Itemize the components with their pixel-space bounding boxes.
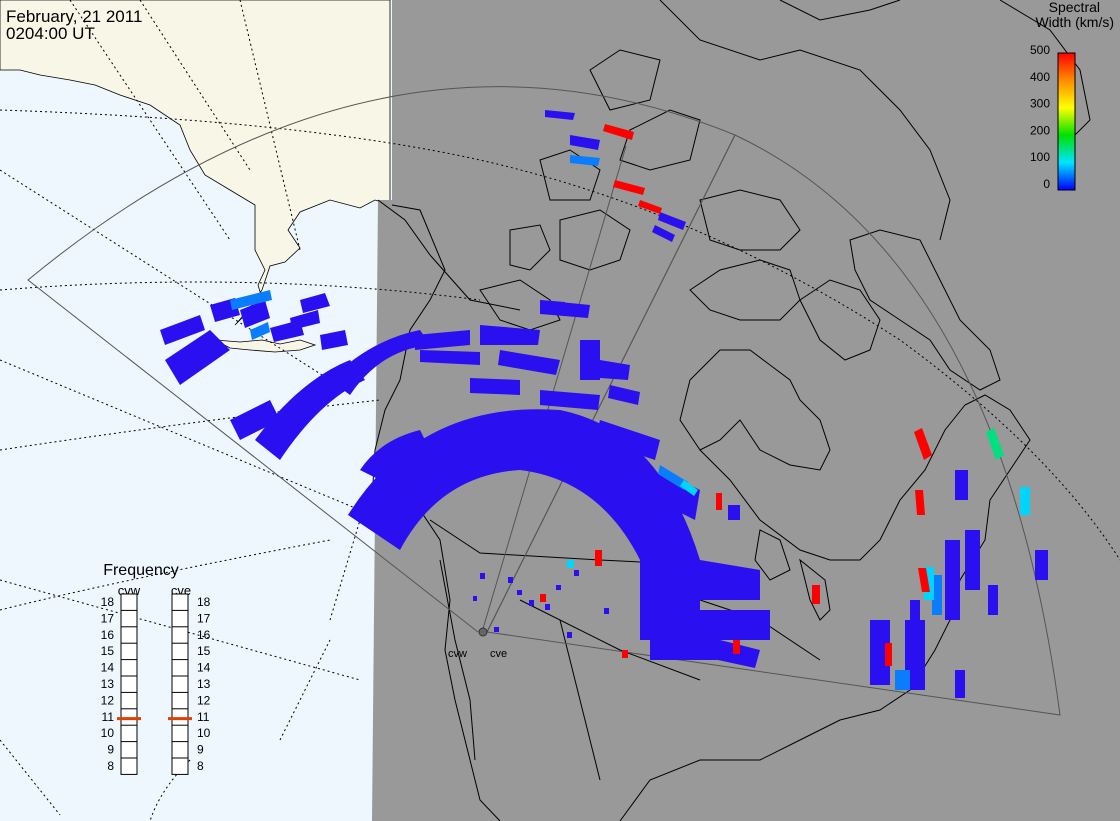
frequency-bar	[120, 593, 138, 775]
near-range-echoes	[473, 570, 609, 638]
alaska-land	[0, 0, 391, 326]
radar-fov	[27, 86, 1061, 716]
colorbar-tick-label: 200	[1030, 123, 1050, 137]
frequency-tick-label: 13	[197, 677, 211, 691]
frequency-tick-label: 15	[197, 644, 211, 658]
frequency-tick-label: 12	[197, 693, 211, 707]
time-label: 0204:00 UT	[6, 24, 95, 43]
frequency-tick-label: 8	[197, 759, 204, 773]
radar-label-cve: cve	[490, 648, 507, 660]
frequency-tick-label: 9	[107, 743, 114, 757]
frequency-tick-label: 9	[197, 743, 204, 757]
scatter-echoes	[160, 110, 1048, 698]
radar-site-marker	[478, 627, 488, 637]
colorbar-legend: Spectral Width (km/s) 500 400 300 200 100 0	[1030, 0, 1114, 191]
coastlines	[371, 0, 1091, 821]
frequency-tick-label: 11	[102, 710, 115, 724]
colorbar-ticks: 500 400 300 200 100 0	[1030, 43, 1050, 191]
frequency-tick-label: 14	[101, 661, 115, 675]
frequency-tick-label: 10	[101, 726, 115, 740]
frequency-tick-label: 8	[107, 759, 114, 773]
frequency-tick-label: 13	[101, 677, 115, 691]
frequency-tick-label: 16	[101, 628, 115, 642]
colorbar-tick-label: 0	[1043, 177, 1050, 191]
scatter-echoes-green	[986, 428, 1004, 460]
colorbar-tick-label: 100	[1030, 150, 1050, 164]
colorbar-tick-label: 300	[1030, 97, 1050, 111]
radar-label-cvw: cvw	[448, 648, 467, 660]
frequency-tick-label: 12	[101, 693, 115, 707]
frequency-panel: Frequency cvw cve 1817161514131211109818…	[101, 562, 211, 775]
frequency-tick-label: 17	[197, 611, 211, 625]
colorbar-tick-label: 400	[1030, 70, 1050, 84]
frequency-tick-label: 15	[101, 644, 115, 658]
colorbar-title-line1: Spectral	[1049, 0, 1100, 15]
colorbar-title-line2: Width (km/s)	[1035, 14, 1114, 30]
frequency-tick-label: 14	[197, 661, 211, 675]
colorbar-gradient	[1057, 52, 1076, 191]
scatter-echoes-red	[540, 124, 932, 666]
frequency-tick-label: 16	[197, 628, 211, 642]
frequency-tick-label: 17	[101, 611, 115, 625]
frequency-bar	[171, 593, 189, 775]
frequency-tick-label: 10	[197, 726, 211, 740]
colorbar-tick-label: 500	[1030, 43, 1050, 57]
date-label: February, 21 2011	[6, 7, 143, 26]
frequency-title: Frequency	[103, 562, 179, 579]
alaska-peninsula	[214, 339, 317, 353]
scatter-echoes-light	[230, 155, 942, 690]
frequency-tick-label: 18	[101, 595, 115, 609]
frequency-tick-label: 11	[197, 710, 210, 724]
frequency-tick-label: 18	[197, 595, 211, 609]
